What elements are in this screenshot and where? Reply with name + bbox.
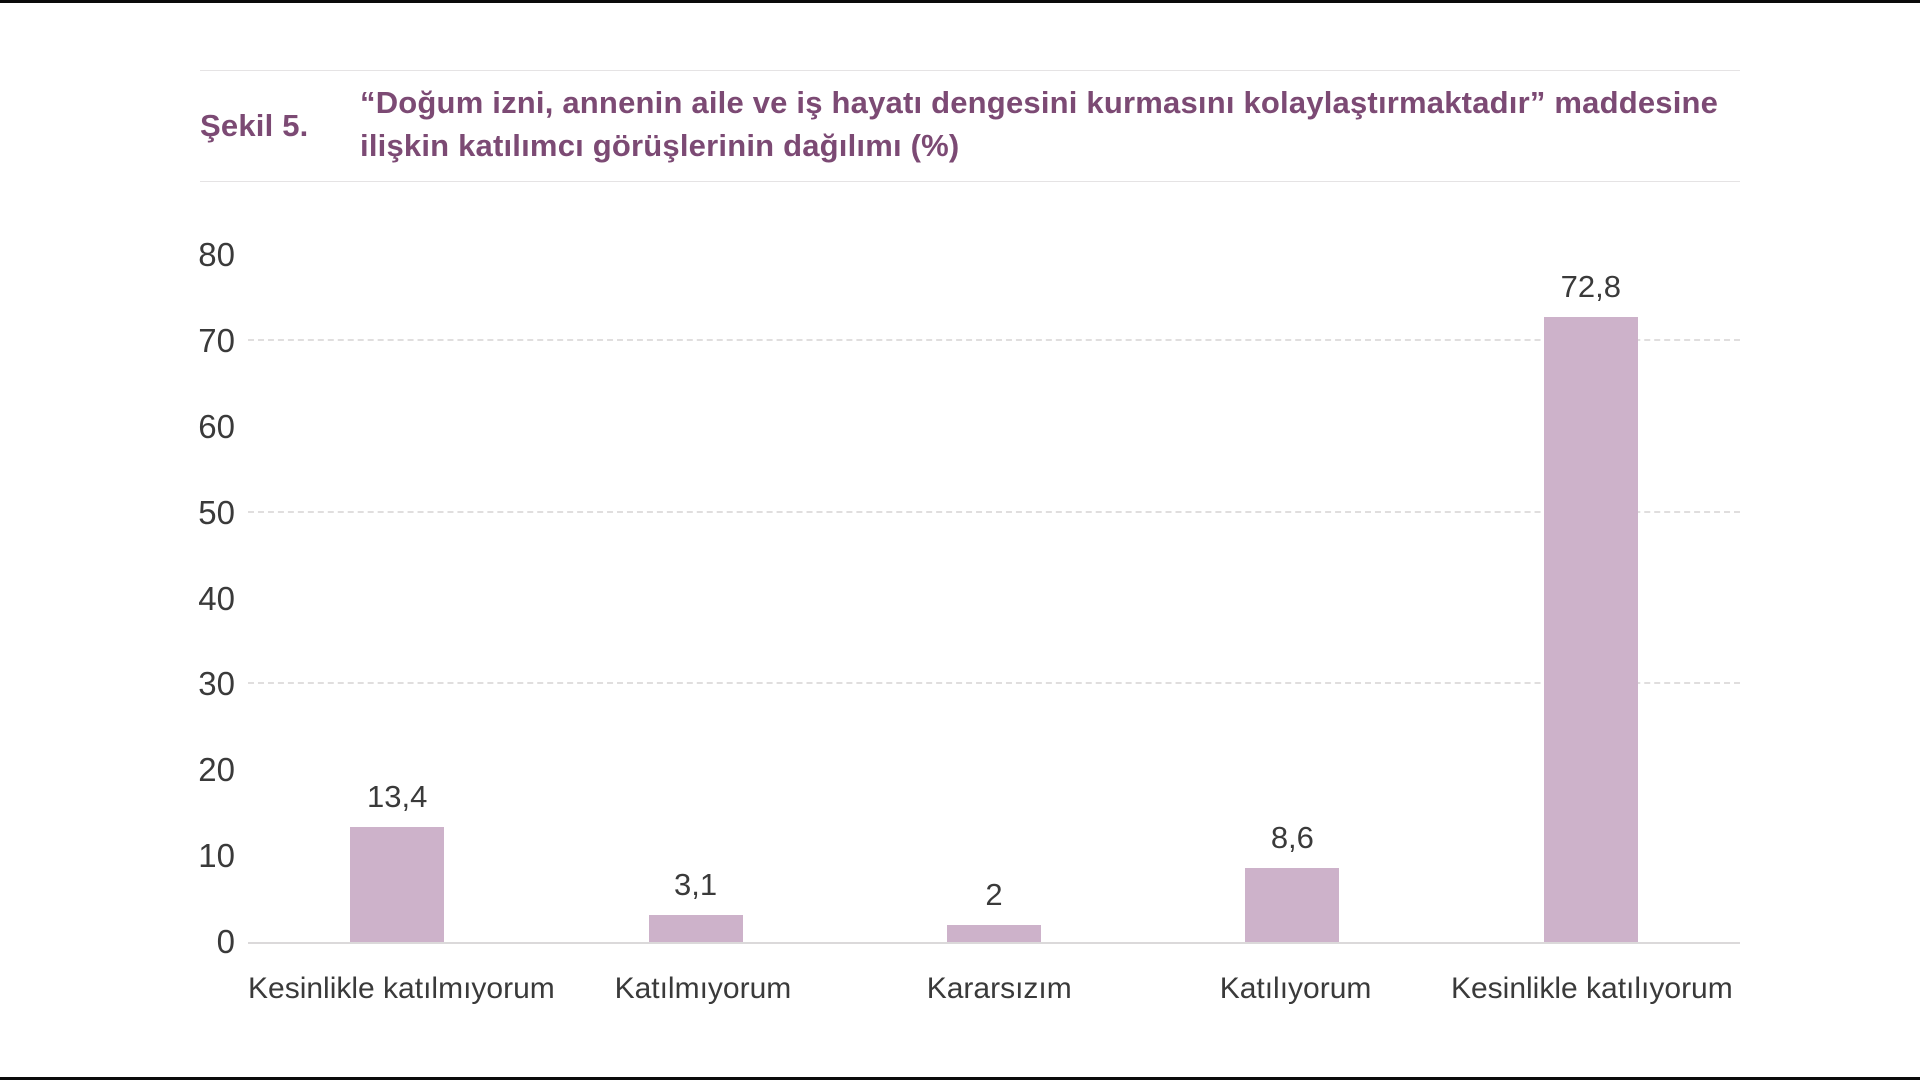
y-tick-label: 20 (198, 751, 235, 789)
gridline (248, 682, 1740, 685)
x-tick-label: Katılmıyorum (614, 972, 792, 1005)
bar-slot: 13,4 (248, 255, 546, 942)
bar-value-label: 8,6 (1270, 820, 1314, 856)
x-axis-line (248, 942, 1740, 944)
figure-title: “Doğum izni, annenin aile ve iş hayatı d… (360, 81, 1718, 167)
y-tick-label: 10 (198, 837, 235, 875)
figure-title-line2: ilişkin katılımcı görüşlerinin dağılımı … (360, 128, 960, 163)
plot-area: 13,4 3,1 2 8,6 72,8 (248, 255, 1740, 944)
y-tick-label: 40 (198, 579, 235, 617)
bar-value-label: 13,4 (367, 778, 428, 814)
bar (350, 826, 445, 942)
bar-slot: 2 (845, 255, 1143, 942)
x-tick-label: Kesinlikle katılmıyorum (248, 972, 555, 1005)
figure-label: Şekil 5. (200, 108, 309, 143)
bottom-border-line (0, 1077, 1920, 1080)
gridline (248, 338, 1740, 341)
y-tick-label: 50 (198, 493, 235, 531)
x-tick-label: Katılıyorum (1219, 972, 1372, 1005)
bar (648, 915, 743, 942)
bar (946, 924, 1041, 942)
figure-caption: Şekil 5. “Doğum izni, annenin aile ve iş… (200, 71, 1740, 181)
top-border-line (0, 0, 1920, 3)
bar-value-label: 3,1 (674, 867, 718, 903)
gridline (248, 510, 1740, 513)
header-divider-top (200, 70, 1740, 71)
x-tick-label: Kesinlikle katılıyorum (1450, 972, 1733, 1005)
x-axis-labels: Kesinlikle katılmıyorum Katılmıyorum Karar… (248, 972, 1740, 1006)
y-tick-label: 80 (198, 236, 235, 273)
y-tick-label: 30 (198, 665, 235, 703)
bar-slot: 72,8 (1442, 255, 1740, 942)
figure-title-line1: “Doğum izni, annenin aile ve iş hayatı d… (360, 85, 1719, 120)
bar-value-label: 2 (985, 876, 1003, 912)
x-tick-label: Kararsızım (926, 972, 1072, 1005)
bar (1543, 316, 1638, 942)
bar-slot: 8,6 (1143, 255, 1441, 942)
y-axis: 0 10 20 30 40 50 60 70 80 (100, 236, 235, 960)
bar-slot: 3,1 (546, 255, 844, 942)
bar (1245, 868, 1340, 942)
header-divider-bottom (200, 181, 1740, 182)
y-tick-label: 60 (198, 407, 235, 445)
bar-value-label: 72,8 (1560, 268, 1621, 304)
y-tick-label: 70 (198, 321, 235, 359)
y-tick-label: 0 (216, 923, 235, 960)
figure-header: Şekil 5. “Doğum izni, annenin aile ve iş… (200, 70, 1740, 182)
